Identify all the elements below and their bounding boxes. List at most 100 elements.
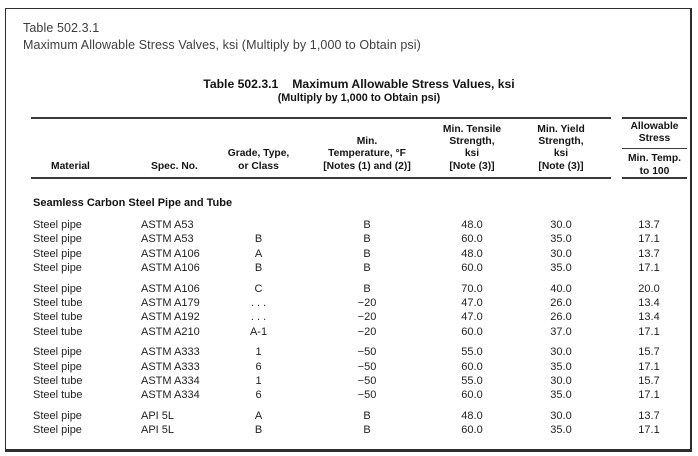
table-row: Steel pipe ASTM A106 B B 60.0 35.0 17.1 — [31, 261, 687, 275]
figure-caption-line2: Maximum Allowable Stress Valves, ksi (Mu… — [23, 37, 421, 52]
table-row: Steel pipe ASTM A106 A B 48.0 30.0 13.7 — [31, 247, 687, 261]
cell-yield: 35.0 — [550, 424, 572, 437]
cell-tensile: 47.0 — [461, 311, 483, 324]
table-row-group: Steel pipe ASTM A53 B 48.0 30.0 13.7 Steel pi… — [31, 218, 687, 276]
cell-allowable: 17.1 — [638, 389, 660, 402]
cell-spec-no: ASTM A53 — [141, 219, 194, 231]
cell-min-temp: B — [363, 409, 371, 422]
cell-spec-no: ASTM A53 — [141, 233, 194, 246]
cell-tensile: 55.0 — [461, 346, 483, 359]
cell-min-temp: B — [363, 424, 371, 437]
cell-grade: . . . — [250, 296, 267, 309]
cell-allowable: 15.7 — [638, 374, 660, 387]
cell-spec-no: ASTM A333 — [141, 346, 200, 359]
table-row: Steel tube ASTM A334 1 −50 55.0 30.0 15.7 — [31, 374, 687, 388]
table-row: Steel pipe ASTM A333 6 −50 60.0 35.0 17.1 — [31, 360, 687, 374]
cell-grade: 1 — [255, 374, 262, 387]
cell-material: Steel pipe — [33, 219, 82, 231]
table-row: Steel pipe ASTM A53 B 48.0 30.0 13.7 — [31, 218, 687, 232]
cell-min-temp: B — [363, 262, 371, 275]
cell-tensile: 60.0 — [461, 233, 483, 246]
cell-yield: 30.0 — [550, 409, 572, 422]
cell-yield: 30.0 — [550, 374, 572, 387]
table-top-rule — [31, 117, 687, 119]
figure-caption: Table 502.3.1 Maximum Allowable Stress V… — [23, 20, 421, 53]
cell-material: Steel tube — [33, 389, 83, 402]
cell-spec-no: ASTM A334 — [141, 389, 200, 402]
cell-material: Steel pipe — [33, 409, 82, 422]
table-body: Steel pipe ASTM A53 B 48.0 30.0 13.7 Steel pi… — [31, 218, 687, 437]
allowable-stress-spanner-label: Allowable Stress — [622, 119, 687, 150]
table-title: Table 502.3.1 Maximum Allowable Stress Va… — [31, 77, 687, 91]
cell-allowable: 13.7 — [638, 409, 660, 422]
table-subtitle: (Multiply by 1,000 to Obtain psi) — [277, 92, 441, 104]
cell-spec-no: ASTM A106 — [141, 247, 200, 260]
allowable-stress-sub-label: Min. Temp. to 100 — [627, 153, 681, 177]
cell-material: Steel pipe — [33, 424, 82, 437]
cell-spec-no: ASTM A192 — [141, 311, 200, 324]
table-title-label: Table 502.3.1 — [203, 77, 279, 91]
column-header-min-temp: Min. Temperature, °F [Notes (1) and (2)] — [323, 136, 411, 172]
cell-min-temp: −50 — [357, 346, 377, 359]
figure-caption-line1: Table 502.3.1 — [23, 21, 100, 35]
cell-yield: 35.0 — [550, 262, 572, 275]
cell-yield: 26.0 — [550, 296, 572, 309]
cell-yield: 35.0 — [550, 233, 572, 246]
cell-spec-no: ASTM A106 — [141, 282, 200, 295]
cell-allowable: 17.1 — [638, 360, 660, 373]
cell-allowable: 15.7 — [638, 346, 660, 359]
cell-yield: 30.0 — [550, 219, 572, 231]
column-header-grade: Grade, Type, or Class — [227, 148, 290, 172]
cell-min-temp: B — [363, 233, 371, 246]
cell-min-temp: −50 — [357, 374, 377, 387]
cell-allowable: 13.4 — [638, 311, 660, 324]
cell-grade: B — [254, 424, 263, 437]
cell-spec-no: ASTM A179 — [141, 296, 200, 309]
cell-spec-no: API 5L — [141, 424, 175, 437]
table-header-row: Material Spec. No. Grade, Type, or Class… — [31, 119, 687, 177]
cell-material: Steel tube — [33, 311, 83, 324]
cell-tensile: 48.0 — [461, 247, 483, 260]
cell-yield: 37.0 — [550, 325, 572, 338]
table-row: Steel pipe ASTM A333 1 −50 55.0 30.0 15.7 — [31, 345, 687, 359]
cell-grade: . . . — [250, 311, 267, 324]
cell-min-temp: B — [363, 219, 371, 231]
cell-yield: 40.0 — [550, 282, 572, 295]
cell-spec-no: ASTM A333 — [141, 360, 200, 373]
cell-min-temp: −20 — [357, 296, 377, 309]
table-row: Steel pipe ASTM A106 C B 70.0 40.0 20.0 — [31, 282, 687, 296]
cell-min-temp: −50 — [357, 360, 377, 373]
table-row: Steel tube ASTM A179 . . . −20 47.0 26.0 13.4 — [31, 296, 687, 310]
cell-yield: 30.0 — [550, 346, 572, 359]
cell-grade: A-1 — [249, 325, 268, 338]
column-header-allowable-stress: Allowable Stress Min. Temp. to 100 — [611, 119, 687, 178]
cell-yield: 30.0 — [550, 247, 572, 260]
table-row: Steel tube ASTM A210 A-1 −20 60.0 37.0 17.1 — [31, 325, 687, 339]
cell-allowable: 13.4 — [638, 296, 660, 309]
table-row: Steel tube ASTM A192 . . . −20 47.0 26.0 13.4 — [31, 310, 687, 324]
table-row: Steel tube ASTM A334 6 −50 60.0 35.0 17.1 — [31, 388, 687, 402]
cell-material: Steel tube — [33, 325, 83, 338]
cell-grade: 1 — [255, 346, 262, 359]
cell-allowable: 13.7 — [638, 247, 660, 260]
cell-min-temp: B — [363, 247, 371, 260]
cell-tensile: 60.0 — [461, 389, 483, 402]
table-header-bottom-rule — [31, 177, 687, 179]
table-row: Steel pipe API 5L B B 60.0 35.0 17.1 — [31, 423, 687, 437]
table-row: Steel pipe ASTM A53 B B 60.0 35.0 17.1 — [31, 232, 687, 246]
cell-material: Steel pipe — [33, 262, 82, 275]
cell-tensile: 47.0 — [461, 296, 483, 309]
cell-yield: 35.0 — [550, 389, 572, 402]
cell-allowable: 17.1 — [638, 424, 660, 437]
cell-material: Steel pipe — [33, 360, 82, 373]
column-header-material: Material — [51, 160, 90, 172]
table-row-group: Steel pipe ASTM A333 1 −50 55.0 30.0 15.7 Stee… — [31, 345, 687, 403]
cell-allowable: 13.7 — [638, 219, 660, 231]
cell-grade: A — [254, 247, 263, 260]
stress-values-table: Table 502.3.1 Maximum Allowable Stress Va… — [31, 77, 687, 437]
cell-yield: 35.0 — [550, 360, 572, 373]
cell-yield: 26.0 — [550, 311, 572, 324]
table-row: Steel pipe API 5L A B 48.0 30.0 13.7 — [31, 409, 687, 423]
cell-tensile: 48.0 — [461, 219, 483, 231]
